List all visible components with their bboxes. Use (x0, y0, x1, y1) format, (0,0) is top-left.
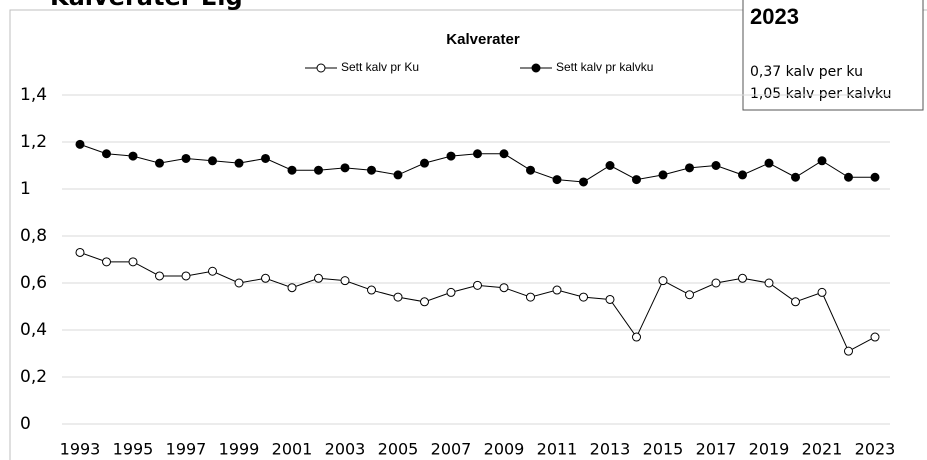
data-point (632, 332, 641, 342)
data-point (208, 156, 217, 166)
data-point (711, 278, 721, 288)
legend-marker (316, 63, 326, 73)
data-point (579, 292, 588, 302)
x-tick-label: 2011 (537, 440, 578, 459)
x-tick-label: 1995 (113, 440, 154, 459)
y-tick-label: 1 (20, 179, 31, 199)
x-tick-label: 2005 (378, 440, 419, 459)
page-title: Kalverater Elg (50, 0, 243, 11)
data-point (446, 287, 456, 297)
data-point (287, 165, 297, 175)
data-point (181, 271, 191, 281)
data-point (499, 283, 509, 293)
data-point (287, 283, 297, 293)
x-tick-label: 2021 (802, 440, 843, 459)
y-tick-label: 0,4 (20, 320, 47, 340)
x-tick-label: 2019 (749, 440, 790, 459)
legend-marker (531, 63, 541, 73)
data-point (420, 297, 429, 307)
data-point (75, 247, 85, 257)
data-point (181, 153, 191, 163)
data-point (711, 161, 721, 170)
data-point (738, 273, 747, 283)
x-tick-label: 2015 (643, 440, 684, 459)
data-point (102, 149, 111, 159)
x-tick-label: 2003 (325, 440, 366, 459)
data-point (261, 153, 270, 163)
x-tick-label: 2001 (272, 440, 313, 459)
data-point (128, 151, 138, 161)
data-point (208, 266, 217, 276)
x-tick-label: 2009 (484, 440, 525, 459)
data-point (128, 257, 138, 267)
data-point (340, 276, 350, 286)
data-point (658, 276, 668, 286)
data-point (844, 346, 853, 356)
data-point (738, 170, 747, 180)
data-point (102, 257, 111, 267)
inset-line: 0,37 kalv per ku (750, 64, 863, 80)
data-point (393, 292, 403, 302)
data-point (685, 290, 694, 300)
inset-line: 1,05 kalv per kalvku (750, 86, 892, 102)
data-point (234, 278, 244, 288)
x-tick-label: 1999 (219, 440, 260, 459)
data-point (473, 280, 482, 290)
data-point (420, 158, 429, 168)
legend-label: Sett kalv pr Ku (341, 60, 419, 74)
inset: 2023 0,37 kalv per ku 1,05 kalv per kalv… (742, 0, 924, 111)
x-tick-label: 2023 (855, 440, 896, 459)
data-point (234, 158, 244, 168)
data-point (552, 175, 562, 185)
x-tick-label: 2017 (696, 440, 737, 459)
y-tick-label: 0 (20, 414, 31, 434)
x-tick-label: 1993 (60, 440, 101, 459)
chart-title: Kalverater (446, 31, 520, 48)
data-point (685, 163, 694, 173)
data-point (552, 285, 562, 295)
inset-year: 2023 (750, 4, 799, 29)
data-point (791, 297, 800, 307)
data-point (844, 172, 853, 182)
data-point (632, 175, 641, 185)
inset-box (742, 0, 924, 111)
data-point (791, 172, 800, 182)
data-point (526, 165, 535, 175)
data-point (446, 151, 456, 161)
data-point (658, 170, 668, 180)
y-tick-label: 0,2 (20, 367, 47, 387)
data-point (764, 158, 774, 168)
x-tick-label: 2007 (431, 440, 472, 459)
x-tick-label: 1997 (166, 440, 207, 459)
y-tick-label: 1,2 (20, 132, 47, 152)
data-point (393, 170, 403, 180)
data-point (526, 292, 535, 302)
data-point (817, 287, 827, 297)
y-tick-label: 1,4 (20, 85, 47, 105)
y-tick-label: 0,8 (20, 226, 47, 246)
data-point (764, 278, 774, 288)
data-point (870, 332, 880, 342)
data-point (605, 161, 615, 170)
x-tick-label: 2013 (590, 440, 631, 459)
legend-label: Sett kalv pr kalvku (556, 60, 653, 74)
data-point (605, 294, 615, 304)
data-point (340, 163, 350, 173)
data-point (870, 172, 880, 182)
data-point (261, 273, 270, 283)
data-point (155, 158, 164, 168)
data-point (75, 139, 85, 149)
data-point (155, 271, 164, 281)
y-tick-label: 0,6 (20, 273, 47, 293)
data-point (499, 149, 509, 159)
data-point (367, 165, 376, 175)
data-point (579, 177, 588, 187)
data-point (367, 285, 376, 295)
data-point (473, 149, 482, 159)
data-point (314, 165, 323, 175)
data-point (817, 156, 827, 166)
data-point (314, 273, 323, 283)
